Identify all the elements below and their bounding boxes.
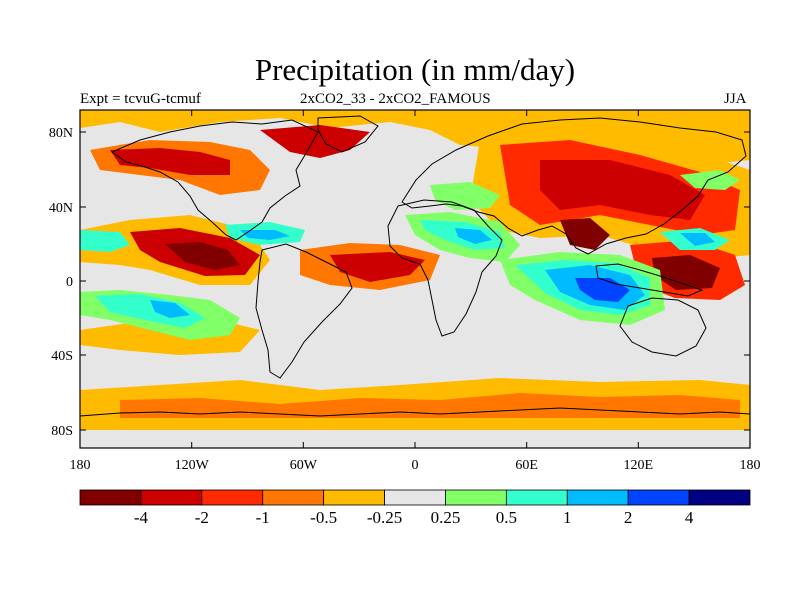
equatorial-pacific-cyan bbox=[80, 230, 130, 252]
colorbar-label: -1 bbox=[256, 508, 270, 527]
colorbar-label: -4 bbox=[134, 508, 149, 527]
colorbar-swatch bbox=[384, 489, 446, 506]
arctic-green bbox=[680, 170, 740, 190]
southern-ocean-orange bbox=[120, 393, 740, 418]
caribbean-blue bbox=[240, 230, 290, 240]
colorbar-swatch bbox=[688, 489, 751, 506]
australia-coast bbox=[619, 297, 707, 357]
lon-tick-label: 0 bbox=[412, 458, 419, 473]
lat-tick-label: 0 bbox=[66, 275, 73, 290]
lon-tick-label: 180 bbox=[70, 458, 91, 473]
colorbar-swatch bbox=[201, 489, 264, 506]
lat-tick-label: 80S bbox=[51, 424, 73, 439]
lat-tick-label: 80N bbox=[49, 126, 73, 141]
south-america-coast bbox=[255, 243, 353, 379]
colorbar-swatch bbox=[262, 489, 325, 506]
africa-coast bbox=[387, 199, 503, 337]
north-atlantic-red bbox=[260, 125, 370, 158]
lon-tick-label: 60W bbox=[290, 458, 318, 473]
experiment-label: Expt = tcvuG-tcmuf bbox=[80, 91, 201, 107]
comparison-label: 2xCO2_33 - 2xCO2_FAMOUS bbox=[300, 91, 491, 107]
colorbar-label: 4 bbox=[685, 508, 694, 527]
colorbar-swatch bbox=[140, 489, 203, 506]
latitude-axis: 80N 40N 0 40S 80S bbox=[49, 126, 750, 439]
east-pacific-blue bbox=[150, 300, 190, 318]
north-america-coast bbox=[110, 119, 319, 241]
colorbar-label: 0.5 bbox=[496, 508, 517, 527]
colorbar-swatch bbox=[566, 489, 629, 506]
colorbar: -4 -2 -1 -0.5 -0.25 0.25 0.5 1 2 4 bbox=[79, 489, 751, 527]
colorbar-swatch bbox=[627, 489, 690, 506]
north-green-patch bbox=[430, 182, 500, 210]
colorbar-swatch bbox=[323, 489, 385, 506]
asia-deepred bbox=[540, 160, 705, 220]
eurasia-coast bbox=[401, 117, 747, 255]
africa-blue bbox=[455, 228, 492, 244]
lat-tick-label: 40S bbox=[51, 349, 73, 364]
lon-tick-label: 180 bbox=[740, 458, 761, 473]
plot-title: Precipitation (in mm/day) bbox=[254, 52, 576, 87]
colorbar-label: -0.5 bbox=[310, 508, 337, 527]
colorbar-swatch bbox=[505, 489, 568, 506]
north-pacific-red bbox=[110, 148, 230, 175]
season-label: JJA bbox=[724, 91, 747, 107]
colorbar-label: 2 bbox=[624, 508, 633, 527]
greenland-coast bbox=[317, 115, 379, 153]
coastlines bbox=[80, 115, 750, 417]
lon-tick-label: 60E bbox=[515, 458, 538, 473]
antarctica-coast bbox=[80, 407, 750, 417]
colorbar-label: -2 bbox=[195, 508, 209, 527]
colorbar-label: 0.25 bbox=[431, 508, 461, 527]
nw-pacific-blue bbox=[680, 233, 715, 246]
lat-tick-label: 40N bbox=[49, 201, 73, 216]
east-pacific-darkred bbox=[165, 242, 240, 270]
lon-tick-label: 120W bbox=[175, 458, 210, 473]
colorbar-swatch bbox=[79, 489, 142, 506]
tropical-atlantic-red bbox=[330, 252, 425, 282]
colorbar-label: -0.25 bbox=[367, 508, 402, 527]
longitude-axis: 180 120W 60W 0 60E 120E 180 bbox=[70, 110, 761, 473]
colorbar-label: 1 bbox=[563, 508, 572, 527]
maritime-continent-coast bbox=[595, 263, 704, 297]
india-darkred bbox=[560, 218, 610, 250]
colorbar-swatch bbox=[445, 489, 507, 506]
east-pacific-cyan bbox=[95, 294, 205, 328]
west-pacific-darkred bbox=[652, 255, 720, 290]
lon-tick-label: 120E bbox=[624, 458, 654, 473]
